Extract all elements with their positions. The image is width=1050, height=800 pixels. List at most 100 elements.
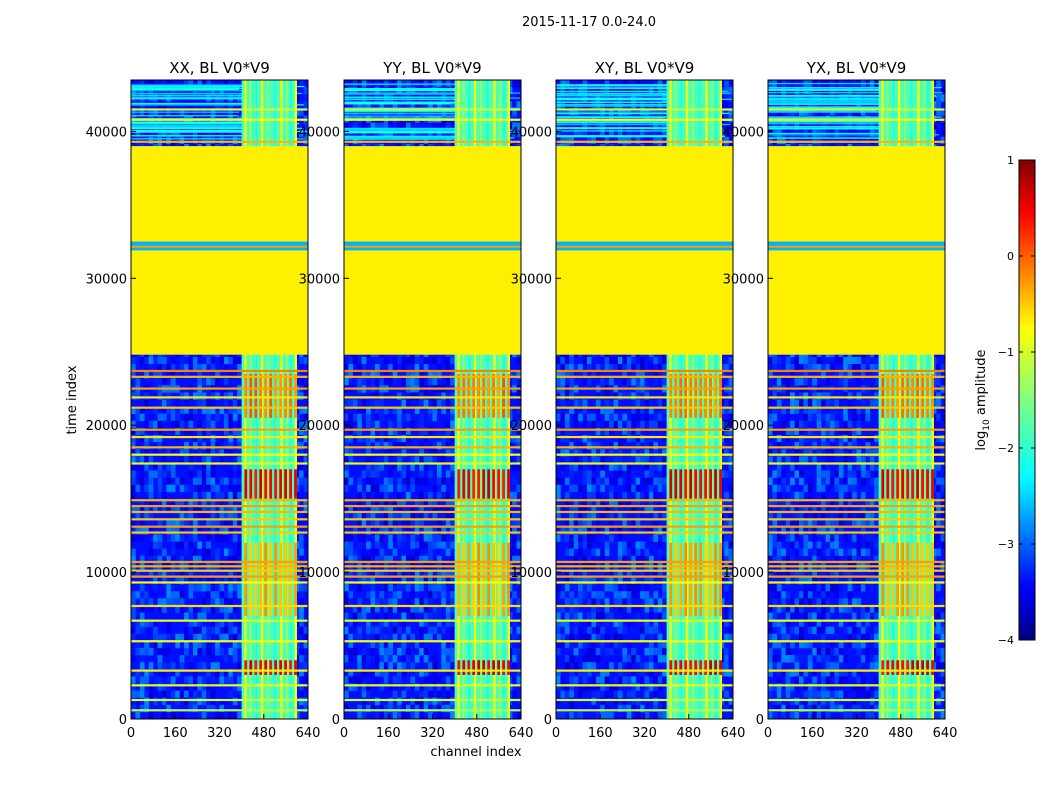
heatmap-cell	[144, 676, 149, 684]
heatmap-cell	[153, 498, 158, 507]
heatmap-cell	[192, 527, 198, 535]
heatmap-cell	[188, 548, 194, 556]
heatmap-row	[131, 510, 308, 514]
heatmap-cell	[131, 427, 136, 436]
heatmap-cell	[157, 669, 163, 677]
heatmap-cell	[206, 541, 211, 549]
heatmap-row	[131, 84, 279, 86]
heatmap-cell	[436, 491, 442, 500]
rfi-hotspot	[507, 542, 510, 617]
heatmap-cell	[383, 101, 389, 109]
heatmap-cell	[148, 427, 154, 436]
heatmap-cell	[507, 520, 513, 528]
heatmap-row	[344, 406, 521, 409]
heatmap-row	[131, 138, 304, 140]
heatmap-cell	[370, 371, 376, 379]
heatmap-cell	[170, 136, 176, 145]
heatmap-cell	[237, 633, 242, 642]
heatmap-cell	[379, 527, 385, 535]
heatmap-cell	[188, 612, 194, 620]
heatmap-cell	[131, 442, 136, 450]
heatmap-cell	[294, 80, 300, 88]
heatmap-cell	[188, 513, 194, 521]
heatmap-cell	[210, 598, 216, 606]
heatmap-cell	[507, 442, 513, 450]
heatmap-cell	[148, 356, 154, 365]
heatmap-cell	[397, 711, 402, 720]
heatmap-cell	[348, 633, 354, 642]
heatmap-cell	[374, 640, 380, 649]
heatmap-cell	[148, 662, 154, 670]
heatmap-cell	[303, 470, 309, 478]
heatmap-cell	[366, 669, 371, 677]
rfi-hotspot	[274, 373, 278, 418]
heatmap-cell	[237, 420, 242, 429]
heatmap-cell	[441, 591, 447, 599]
heatmap-cell	[228, 555, 234, 564]
heatmap-cell	[423, 456, 429, 464]
heatmap-cell	[139, 676, 145, 684]
heatmap-cell	[201, 626, 207, 635]
heatmap-row	[344, 565, 521, 568]
heatmap-cell	[188, 498, 194, 507]
heatmap-cell	[184, 612, 189, 620]
heatmap-cell	[157, 555, 163, 564]
heatmap-cell	[192, 683, 198, 691]
heatmap-cell	[201, 399, 207, 407]
heatmap-cell	[166, 136, 172, 145]
heatmap-cell	[170, 669, 176, 677]
heatmap-cell	[210, 442, 216, 450]
heatmap-cell	[512, 697, 517, 706]
heatmap-cell	[405, 520, 411, 528]
heatmap-cell	[192, 598, 198, 606]
heatmap-cell	[206, 356, 211, 365]
heatmap-cell	[507, 80, 513, 88]
heatmap-cell	[432, 605, 438, 613]
heatmap-cell	[192, 534, 198, 542]
heatmap-cell	[157, 442, 163, 450]
heatmap-cell	[419, 591, 424, 599]
heatmap-cell	[348, 655, 354, 663]
heatmap-cell	[352, 534, 358, 542]
heatmap-cell	[299, 456, 304, 464]
heatmap-cell	[179, 371, 185, 379]
heatmap-cell	[184, 364, 189, 372]
heatmap-row	[131, 518, 308, 521]
heatmap-cell	[423, 648, 429, 656]
heatmap-cell	[223, 364, 229, 372]
heatmap-cell	[414, 406, 420, 414]
heatmap-row	[344, 97, 521, 99]
heatmap-cell	[210, 577, 216, 585]
heatmap-row	[131, 126, 262, 128]
heatmap-cell	[232, 491, 238, 500]
heatmap-cell	[419, 449, 424, 457]
heatmap-cell	[388, 520, 393, 528]
heatmap-row	[131, 396, 308, 399]
heatmap-cell	[223, 80, 229, 88]
heatmap-cell	[512, 101, 517, 109]
heatmap-cell	[232, 506, 238, 514]
heatmap-cell	[161, 697, 167, 706]
rfi-hotspot	[497, 469, 500, 499]
heatmap-cell	[153, 122, 158, 130]
heatmap-cell	[379, 122, 385, 130]
heatmap-cell	[352, 633, 358, 642]
heatmap-cell	[450, 633, 455, 642]
heatmap-cell	[201, 136, 207, 145]
heatmap-cell	[232, 371, 238, 379]
heatmap-cell	[179, 541, 185, 549]
heatmap-cell	[294, 584, 300, 592]
heatmap-cell	[201, 491, 207, 500]
heatmap-cell	[445, 129, 451, 138]
heatmap-cell	[392, 427, 398, 436]
heatmap-cell	[516, 520, 522, 528]
heatmap-cell	[294, 371, 300, 379]
heatmap-cell	[383, 704, 389, 713]
heatmap-cell	[436, 122, 442, 130]
heatmap-cell	[383, 569, 389, 578]
heatmap-cell	[206, 413, 211, 422]
heatmap-cell	[432, 371, 438, 379]
heatmap-cell	[370, 598, 376, 606]
heatmap-cell	[374, 541, 380, 549]
heatmap-cell	[441, 655, 447, 663]
